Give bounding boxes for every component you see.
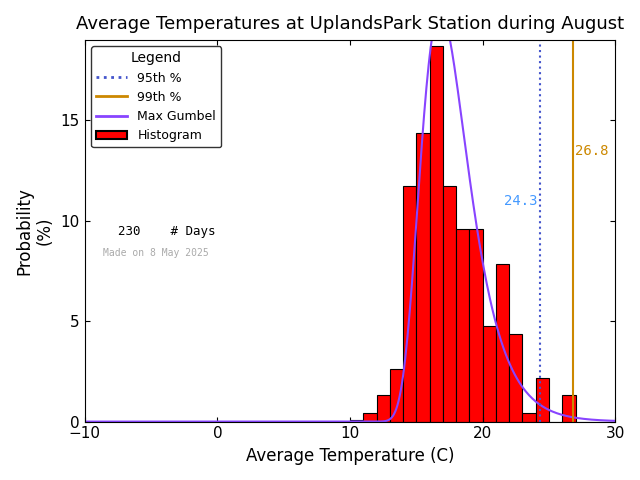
Max Gumbel bbox=[349, 419, 356, 424]
Y-axis label: Probability
(%): Probability (%) bbox=[15, 187, 54, 275]
Bar bbox=[456, 229, 469, 421]
Line: Max Gumbel: Max Gumbel bbox=[85, 12, 640, 421]
Bar bbox=[483, 325, 496, 421]
Bar bbox=[390, 369, 403, 421]
Bar bbox=[429, 46, 443, 421]
Text: 230    # Days: 230 # Days bbox=[104, 225, 216, 238]
Bar bbox=[509, 334, 522, 421]
95th % bbox=[536, 398, 543, 404]
Text: 26.8: 26.8 bbox=[575, 144, 609, 157]
Bar bbox=[376, 396, 390, 421]
Max Gumbel bbox=[413, 219, 420, 225]
X-axis label: Average Temperature (C): Average Temperature (C) bbox=[246, 447, 454, 465]
99th % bbox=[569, 419, 577, 424]
95th % bbox=[536, 419, 543, 424]
Bar bbox=[469, 229, 483, 421]
Title: Average Temperatures at UplandsPark Station during August: Average Temperatures at UplandsPark Stat… bbox=[76, 15, 624, 33]
Bar bbox=[364, 413, 376, 421]
Text: Made on 8 May 2025: Made on 8 May 2025 bbox=[104, 248, 209, 258]
Text: 24.3: 24.3 bbox=[504, 194, 537, 208]
Bar bbox=[522, 413, 536, 421]
Legend: 95th %, 99th %, Max Gumbel, Histogram: 95th %, 99th %, Max Gumbel, Histogram bbox=[91, 47, 221, 147]
Bar bbox=[350, 420, 364, 421]
Max Gumbel bbox=[346, 419, 353, 424]
Bar bbox=[536, 378, 549, 421]
Bar bbox=[496, 264, 509, 421]
Max Gumbel bbox=[436, 9, 444, 14]
Bar bbox=[443, 186, 456, 421]
Max Gumbel bbox=[638, 419, 640, 424]
Max Gumbel bbox=[626, 418, 634, 424]
Max Gumbel bbox=[81, 419, 89, 424]
Bar bbox=[417, 133, 429, 421]
Bar bbox=[563, 396, 575, 421]
Max Gumbel bbox=[539, 404, 547, 409]
Bar bbox=[403, 186, 417, 421]
Max Gumbel bbox=[382, 418, 390, 424]
99th % bbox=[569, 398, 577, 404]
